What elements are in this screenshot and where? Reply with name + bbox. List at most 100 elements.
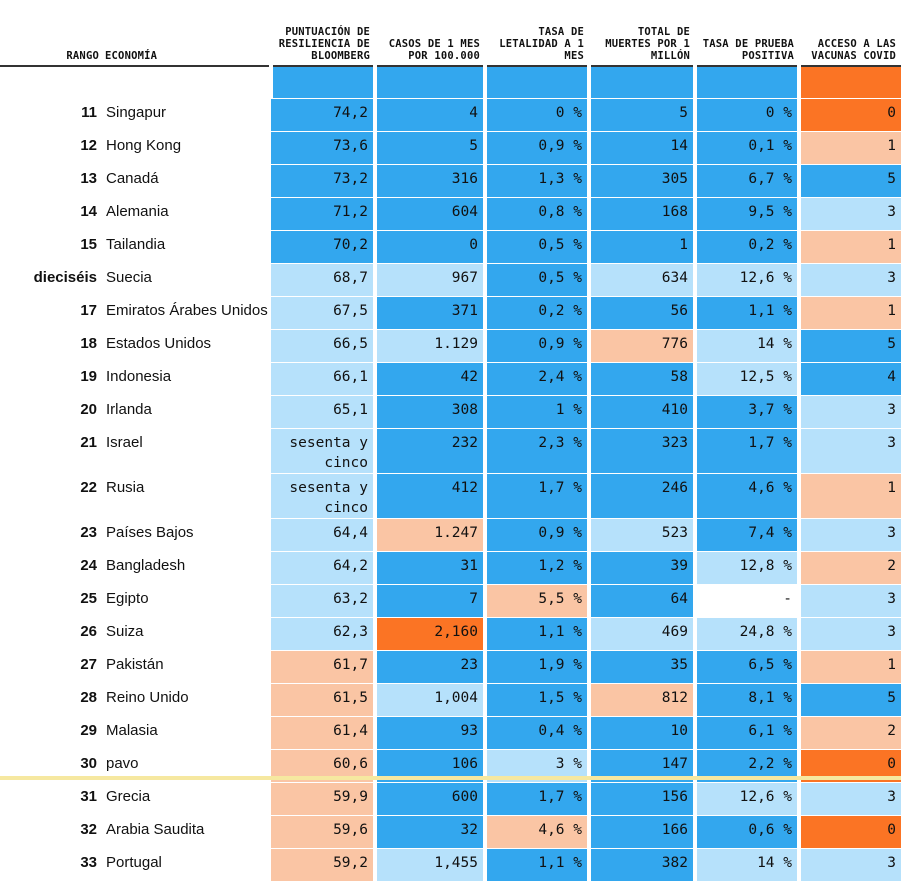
strip-cell [269,66,375,99]
score-header[interactable]: PUNTUACIÓN DE RESILIENCIA DE BLOOMBERG [271,0,375,67]
table-row[interactable]: 13 Canadá 73,2 316 1,3 % 305 6,7 % 5 [0,164,901,198]
table-row[interactable]: 14 Alemania 71,2 604 0,8 % 168 9,5 % 3 [0,197,901,231]
table-row[interactable]: 17 Emiratos Árabes Unidos 67,5 371 0,2 % 56 1,… [0,296,901,330]
score-cell: sesenta y cinco [271,428,375,474]
economy-cell: Países Bajos [101,518,271,552]
strip-cell [483,66,589,99]
vaccines-cell: 0 [797,98,901,132]
rank-cell: 28 [0,683,101,717]
strip-cell [0,66,101,99]
table-row[interactable]: 29 Malasia 61,4 93 0,4 % 10 6,1 % 2 [0,716,901,750]
table-row[interactable]: 19 Indonesia 66,1 42 2,4 % 58 12,5 % 4 [0,362,901,396]
strip-cell [373,66,485,99]
rank-header[interactable]: RANGO [0,0,101,67]
rank-cell: 12 [0,131,101,165]
table-row[interactable]: dieciséis Suecia 68,7 967 0,5 % 634 12,6 % 3 [0,263,901,297]
fatality-cell: 0 % [483,98,589,132]
deaths-cell: 64 [587,584,695,618]
fatality-cell: 0,9 % [483,329,589,363]
positivity-cell: 6,7 % [693,164,799,198]
table-row[interactable]: 31 Grecia 59,9 600 1,7 % 156 12,6 % 3 [0,782,901,816]
vaccines-cell: 5 [797,329,901,363]
economy-cell: Alemania [101,197,271,231]
cases-cell: 31 [373,551,485,585]
rank-cell: 26 [0,617,101,651]
score-cell: 59,9 [271,782,375,816]
economy-header[interactable]: ECONOMÍA [101,0,271,67]
deaths-cell: 410 [587,395,695,429]
positivity-cell: 0,6 % [693,815,799,849]
score-cell: 71,2 [271,197,375,231]
cases-cell: 1,455 [373,848,485,882]
vaccines-header[interactable]: ACCESO A LAS VACUNAS COVID [799,0,901,67]
vaccines-cell: 5 [797,683,901,717]
table-row[interactable]: 22 Rusia sesenta y cinco 412 1,7 % 246 4,6 % 1 [0,473,901,519]
score-cell: 65,1 [271,395,375,429]
fatality-cell: 0,8 % [483,197,589,231]
positivity-cell: 4,6 % [693,473,799,519]
fatality-header[interactable]: TASA DE LETALIDAD A 1 MES [485,0,589,67]
positivity-cell: 0,2 % [693,230,799,264]
economy-cell: Bangladesh [101,551,271,585]
bottom-rule [0,776,901,780]
table-row[interactable]: 25 Egipto 63,2 7 5,5 % 64-3 [0,584,901,618]
rank-cell: 31 [0,782,101,816]
vaccines-cell: 5 [797,164,901,198]
rank-cell: 22 [0,473,101,519]
fatality-cell: 5,5 % [483,584,589,618]
deaths-cell: 14 [587,131,695,165]
economy-cell: Pakistán [101,650,271,684]
cases-header[interactable]: CASOS DE 1 MES POR 100.000 [375,0,485,67]
table-row[interactable]: 23 Países Bajos 64,4 1.247 0,9 % 523 7,4 % 3 [0,518,901,552]
table-row[interactable]: 26 Suiza 62,3 2,160 1,1 % 469 24,8 % 3 [0,617,901,651]
cases-cell: 308 [373,395,485,429]
table-row[interactable]: 32 Arabia Saudita 59,6 32 4,6 % 166 0,6 % 0 [0,815,901,849]
score-cell: 62,3 [271,617,375,651]
table-row[interactable]: 24 Bangladesh 64,2 31 1,2 % 39 12,8 % 2 [0,551,901,585]
vaccines-cell: 4 [797,362,901,396]
vaccines-cell: 3 [797,518,901,552]
score-cell: sesenta y cinco [271,473,375,519]
table-row[interactable]: 27 Pakistán 61,7 23 1,9 % 35 6,5 % 1 [0,650,901,684]
deaths-cell: 812 [587,683,695,717]
deaths-header[interactable]: TOTAL DE MUERTES POR 1 MILLÓN [589,0,695,67]
cases-cell: 232 [373,428,485,474]
fatality-cell: 1,3 % [483,164,589,198]
strip-cell [101,66,271,99]
fatality-cell: 1,5 % [483,683,589,717]
deaths-cell: 634 [587,263,695,297]
rank-cell: 21 [0,428,101,474]
score-cell: 61,7 [271,650,375,684]
score-cell: 68,7 [271,263,375,297]
score-cell: 66,5 [271,329,375,363]
score-cell: 61,5 [271,683,375,717]
vaccines-cell: 1 [797,296,901,330]
deaths-cell: 776 [587,329,695,363]
economy-cell: Suecia [101,263,271,297]
positivity-header[interactable]: TASA DE PRUEBA POSITIVA [695,0,799,67]
positivity-cell: 14 % [693,329,799,363]
economy-cell: Israel [101,428,271,474]
positivity-cell: - [693,584,799,618]
table-row[interactable]: 11 Singapur 74,2 4 0 % 5 0 % 0 [0,98,901,132]
table-row[interactable]: 18 Estados Unidos 66,5 1.129 0,9 % 776 14 % 5 [0,329,901,363]
vaccines-cell: 3 [797,428,901,474]
cases-cell: 967 [373,263,485,297]
score-cell: 66,1 [271,362,375,396]
table-row[interactable]: 28 Reino Unido 61,5 1,004 1,5 % 812 8,1 % 5 [0,683,901,717]
table-row[interactable]: 20 Irlanda 65,1 308 1 % 410 3,7 % 3 [0,395,901,429]
score-cell: 64,2 [271,551,375,585]
score-cell: 73,2 [271,164,375,198]
table-row[interactable]: 15 Tailandia 70,2 0 0,5 % 1 0,2 % 1 [0,230,901,264]
fatality-cell: 0,9 % [483,518,589,552]
table-row[interactable]: 33 Portugal 59,2 1,455 1,1 % 382 14 % 3 [0,848,901,882]
vaccines-cell: 3 [797,848,901,882]
deaths-cell: 39 [587,551,695,585]
economy-cell: Egipto [101,584,271,618]
table-row[interactable]: 12 Hong Kong 73,6 5 0,9 % 14 0,1 % 1 [0,131,901,165]
table-row[interactable]: 21 Israel sesenta y cinco 232 2,3 % 323 1,7 % 3 [0,428,901,474]
score-cell: 63,2 [271,584,375,618]
vaccines-cell: 1 [797,131,901,165]
positivity-cell: 7,4 % [693,518,799,552]
vaccines-cell: 3 [797,617,901,651]
